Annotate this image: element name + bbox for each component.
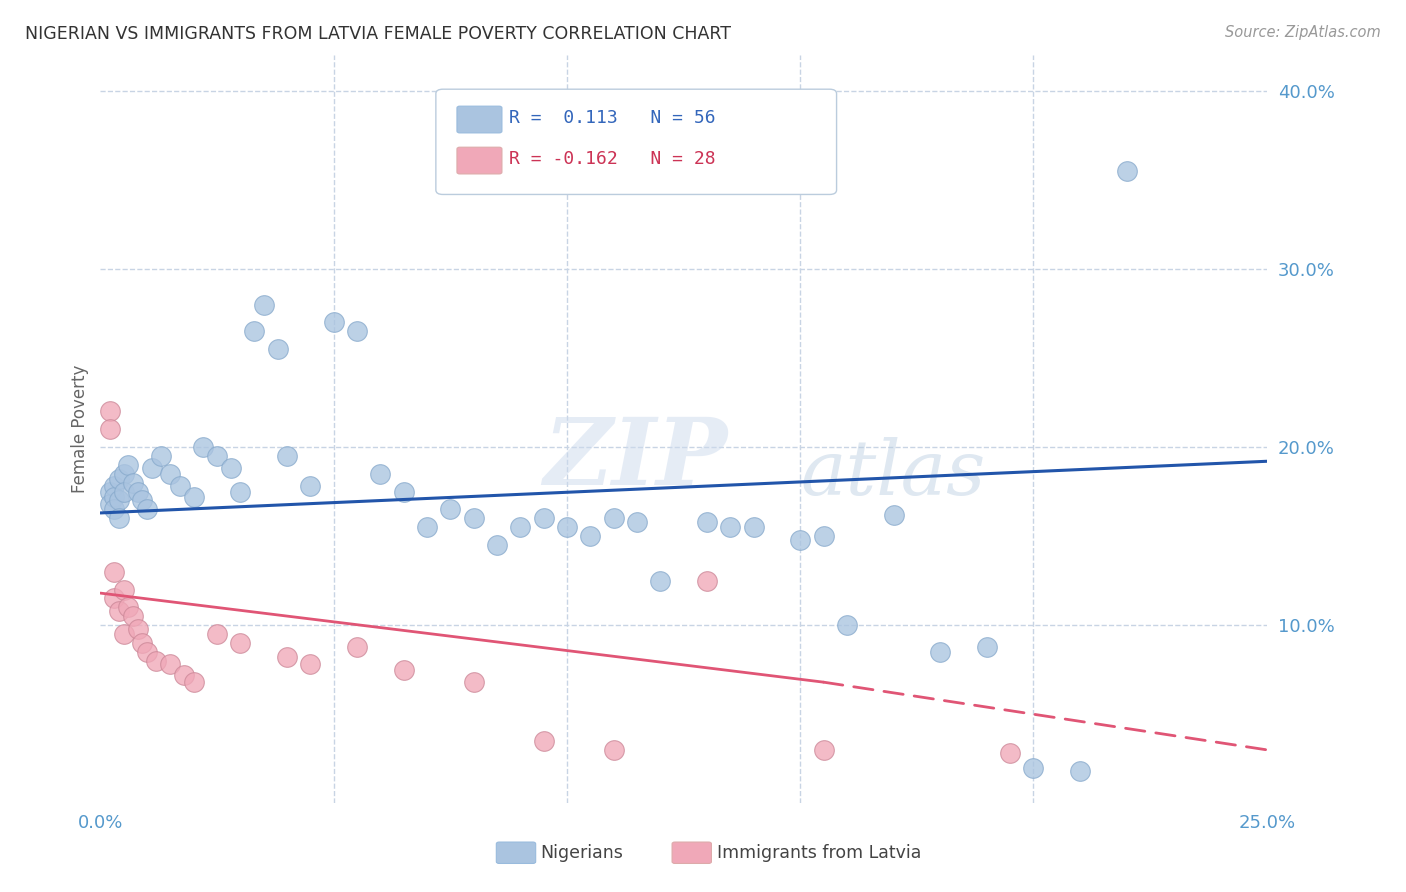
Point xyxy=(205,627,228,641)
Point xyxy=(159,657,181,672)
Point xyxy=(463,511,485,525)
Point xyxy=(103,490,125,504)
Text: ZIP: ZIP xyxy=(544,414,728,504)
Point xyxy=(117,600,139,615)
Point xyxy=(127,484,149,499)
Point xyxy=(813,529,835,543)
Point xyxy=(579,529,602,543)
Point xyxy=(159,467,181,481)
Point xyxy=(696,515,718,529)
Point xyxy=(98,422,121,436)
Point xyxy=(392,484,415,499)
Point xyxy=(103,565,125,579)
Point xyxy=(127,622,149,636)
Point xyxy=(650,574,672,588)
Point xyxy=(229,484,252,499)
Point xyxy=(108,493,131,508)
Point xyxy=(718,520,741,534)
Point xyxy=(136,645,159,659)
Point xyxy=(602,743,624,757)
Point xyxy=(929,645,952,659)
Point xyxy=(813,743,835,757)
Point xyxy=(229,636,252,650)
Point xyxy=(183,675,205,690)
Point xyxy=(219,461,242,475)
Point xyxy=(112,582,135,597)
Point xyxy=(141,461,163,475)
Point xyxy=(463,675,485,690)
Y-axis label: Female Poverty: Female Poverty xyxy=(72,365,89,493)
Point xyxy=(883,508,905,522)
Point xyxy=(112,484,135,499)
Point xyxy=(117,458,139,472)
Point xyxy=(439,502,461,516)
Point xyxy=(998,747,1021,761)
Point xyxy=(103,502,125,516)
Point xyxy=(98,484,121,499)
Point xyxy=(1115,164,1137,178)
Point xyxy=(835,618,858,632)
Point xyxy=(191,440,214,454)
Text: Nigerians: Nigerians xyxy=(540,844,623,862)
Point xyxy=(169,479,191,493)
Text: R =  0.113   N = 56: R = 0.113 N = 56 xyxy=(509,109,716,127)
Point xyxy=(299,479,322,493)
Point xyxy=(131,493,153,508)
Point xyxy=(183,490,205,504)
Point xyxy=(976,640,998,654)
Point xyxy=(103,479,125,493)
Point xyxy=(276,449,298,463)
Point xyxy=(131,636,153,650)
Point xyxy=(696,574,718,588)
Point xyxy=(122,609,145,624)
Point xyxy=(555,520,578,534)
Point xyxy=(98,404,121,418)
Point xyxy=(243,324,266,338)
Point xyxy=(103,591,125,606)
Text: NIGERIAN VS IMMIGRANTS FROM LATVIA FEMALE POVERTY CORRELATION CHART: NIGERIAN VS IMMIGRANTS FROM LATVIA FEMAL… xyxy=(25,25,731,43)
Point xyxy=(112,467,135,481)
Point xyxy=(112,627,135,641)
Point xyxy=(205,449,228,463)
Point xyxy=(416,520,439,534)
Point xyxy=(533,734,555,748)
Point xyxy=(1022,761,1045,775)
Point xyxy=(299,657,322,672)
Point xyxy=(1069,764,1091,779)
Point xyxy=(602,511,624,525)
Point xyxy=(742,520,765,534)
Point xyxy=(346,640,368,654)
Point xyxy=(276,650,298,665)
Point xyxy=(322,315,344,329)
Text: R = -0.162   N = 28: R = -0.162 N = 28 xyxy=(509,150,716,168)
Point xyxy=(145,654,167,668)
Point xyxy=(789,533,811,547)
Point xyxy=(136,502,159,516)
Point xyxy=(533,511,555,525)
Point xyxy=(150,449,173,463)
Text: atlas: atlas xyxy=(800,437,986,511)
Point xyxy=(346,324,368,338)
Point xyxy=(108,511,131,525)
Point xyxy=(392,663,415,677)
Point xyxy=(108,604,131,618)
Point xyxy=(368,467,391,481)
Point xyxy=(509,520,531,534)
Point xyxy=(98,497,121,511)
Point xyxy=(485,538,508,552)
Text: Immigrants from Latvia: Immigrants from Latvia xyxy=(717,844,921,862)
Point xyxy=(253,297,276,311)
Point xyxy=(626,515,648,529)
Point xyxy=(266,342,288,356)
Text: Source: ZipAtlas.com: Source: ZipAtlas.com xyxy=(1225,25,1381,40)
Point xyxy=(122,475,145,490)
Point xyxy=(173,668,195,682)
Point xyxy=(108,472,131,486)
